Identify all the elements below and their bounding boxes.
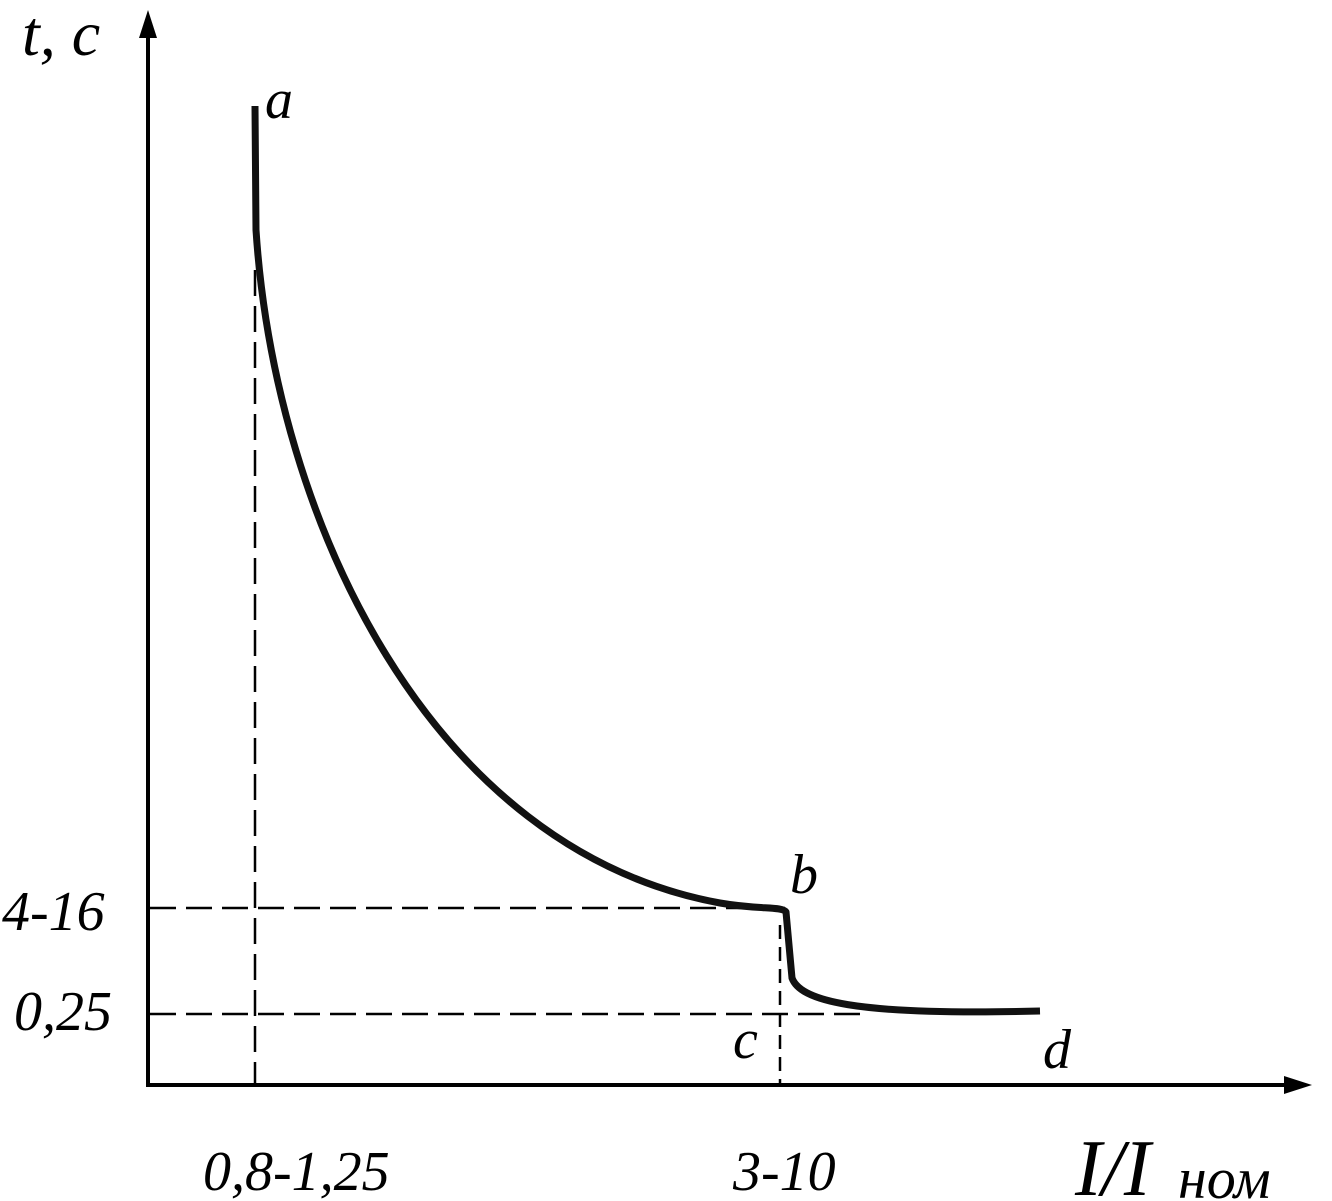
x-axis-arrow — [1284, 1076, 1312, 1094]
point-label: b — [790, 844, 818, 906]
y-axis-label: t, c — [22, 0, 100, 69]
point-label: a — [265, 69, 293, 131]
x-tick-label: 3-10 — [732, 1141, 836, 1201]
guide-lines — [150, 270, 870, 1085]
point-label: d — [1043, 1019, 1072, 1081]
x-tick-label: 0,8-1,25 — [203, 1141, 390, 1201]
x-axis-label-subscript: ном — [1178, 1146, 1271, 1201]
y-tick-label: 0,25 — [14, 981, 112, 1043]
y-tick-label: 4-16 — [2, 881, 105, 943]
point-label: c — [733, 1009, 758, 1071]
y-axis-arrow — [139, 10, 157, 38]
x-axis-label: I/I — [1074, 1125, 1154, 1201]
characteristic-curve — [251, 105, 1041, 1016]
